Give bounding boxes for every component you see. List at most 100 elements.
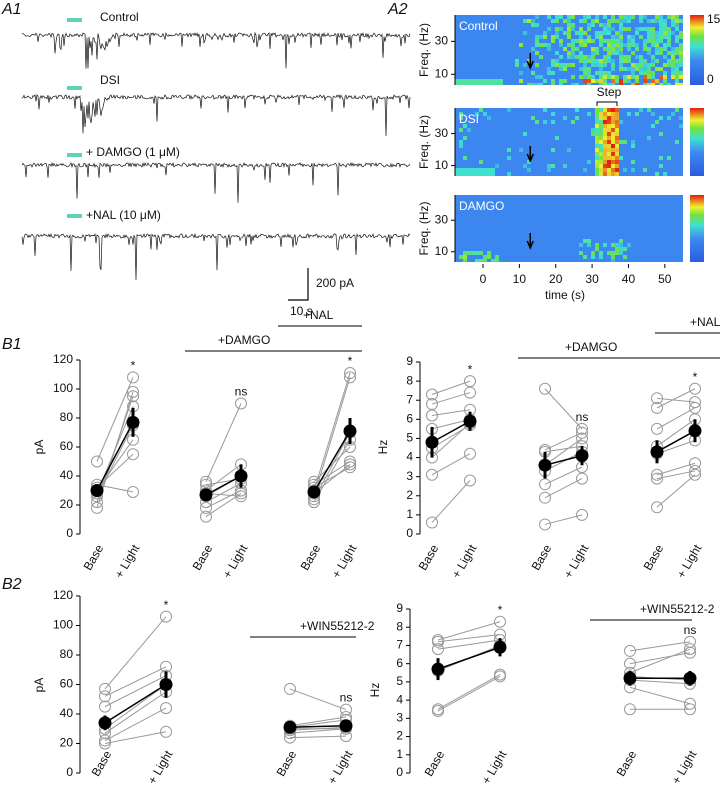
spectrogram-cell — [623, 43, 627, 47]
spectrogram-cell — [651, 71, 655, 75]
spectrogram-cell — [563, 31, 567, 35]
spectrogram-cell — [643, 83, 647, 85]
current-trace — [21, 94, 411, 136]
spectrogram-cell — [623, 168, 627, 172]
spectrogram-cell — [471, 83, 475, 85]
spectrogram-cell — [579, 43, 583, 47]
spectrogram-cell — [631, 83, 635, 85]
spectrogram-cell — [599, 140, 603, 144]
data-point — [689, 457, 701, 470]
spectrogram-cell — [563, 47, 567, 51]
spectrogram-cell — [563, 164, 567, 168]
spectrogram-cell — [623, 55, 627, 59]
data-point — [160, 610, 172, 623]
spectrogram-cell — [631, 15, 635, 19]
spectrogram-cell — [639, 59, 643, 63]
spectrogram-cell — [607, 160, 611, 164]
y-tick-label: 2 — [406, 488, 413, 502]
spectrogram-cell — [619, 51, 623, 55]
spectrogram-cell — [671, 75, 675, 79]
spectrogram-cell — [587, 83, 591, 85]
pair-line — [104, 731, 167, 744]
spectrogram-cell — [551, 19, 555, 23]
spectrogram-cell — [631, 160, 635, 164]
spectrogram-cell — [519, 43, 523, 47]
spectrogram-cell — [667, 31, 671, 35]
spectrogram-cell — [627, 19, 631, 23]
spectrogram-cell — [607, 31, 611, 35]
spectrogram-cell — [591, 63, 595, 67]
spectrogram-cell — [603, 27, 607, 31]
spectrogram-cell — [543, 43, 547, 47]
spectrogram-cell — [647, 83, 651, 85]
spectrogram-cell — [623, 255, 627, 259]
panel-label: B2 — [2, 576, 22, 593]
spectrogram-cell — [491, 79, 495, 83]
pair-line — [431, 422, 471, 458]
data-point — [651, 468, 663, 481]
x-tick-label: + Light — [674, 542, 705, 581]
spectrogram-cell — [555, 59, 559, 63]
pair-line — [544, 466, 583, 485]
spectrogram-cell — [607, 27, 611, 31]
pair-line — [104, 616, 167, 690]
spectrogram-cell — [535, 35, 539, 39]
spectrogram-cell — [659, 27, 663, 31]
spectrogram-cell — [603, 79, 607, 83]
spectrogram-cell — [579, 67, 583, 71]
spectrogram-cell — [627, 15, 631, 19]
y-tick-label: 20 — [60, 736, 74, 750]
x-tick-label: 30 — [585, 272, 599, 286]
mean-point — [234, 469, 248, 483]
spectrogram-cell — [459, 112, 463, 116]
spectrogram-cell — [567, 27, 571, 31]
spectrogram-cell — [559, 39, 563, 43]
spectrogram-cell — [483, 168, 487, 172]
condition-label: +NAL — [690, 315, 720, 329]
spectrogram-cell — [675, 140, 679, 144]
spectrogram-cell — [607, 124, 611, 128]
spectrogram-cell — [671, 15, 675, 19]
data-point — [426, 468, 438, 481]
spectrogram-cell — [607, 112, 611, 116]
spectrogram-cell — [591, 132, 595, 136]
spectrogram-cell — [607, 128, 611, 132]
spectrogram-cell — [547, 168, 551, 172]
spectrogram-cell — [567, 35, 571, 39]
data-point — [684, 643, 696, 656]
spectrogram-cell — [599, 152, 603, 156]
spectrogram-cell — [655, 39, 659, 43]
spectrogram-cell — [663, 63, 667, 67]
spectrogram-cell — [583, 75, 587, 79]
spectrogram-cell — [623, 15, 627, 19]
spectrogram-cell — [623, 19, 627, 23]
spectrogram-cell — [467, 128, 471, 132]
data-point — [651, 422, 663, 435]
spectrogram-cell — [491, 83, 495, 85]
spectrogram-cell — [595, 144, 599, 148]
spectrogram-cell — [587, 15, 591, 19]
spectrogram-cell — [579, 35, 583, 39]
pair-line — [629, 686, 691, 705]
spectrogram-cell — [523, 164, 527, 168]
spectrogram-cell — [595, 19, 599, 23]
spectrogram-cell — [571, 23, 575, 27]
spectrogram-cell — [575, 55, 579, 59]
spectrogram-cell — [599, 31, 603, 35]
pair-line — [313, 466, 351, 489]
spectrogram-cell — [595, 156, 599, 160]
spectrogram-cell — [623, 59, 627, 63]
data-point — [539, 491, 551, 504]
spectrogram-cell — [663, 55, 667, 59]
data-point — [99, 682, 111, 695]
spectrogram-cell — [643, 15, 647, 19]
y-tick-label: 10 — [435, 66, 449, 80]
spectrogram-cell — [571, 63, 575, 67]
spectrogram-cell — [607, 120, 611, 124]
data-point — [160, 702, 172, 715]
x-tick-label: + Light — [325, 748, 356, 787]
spectrogram-cell — [583, 39, 587, 43]
spectrogram-cell — [463, 259, 467, 262]
spectrogram-cell — [667, 27, 671, 31]
mean-point — [283, 720, 297, 734]
